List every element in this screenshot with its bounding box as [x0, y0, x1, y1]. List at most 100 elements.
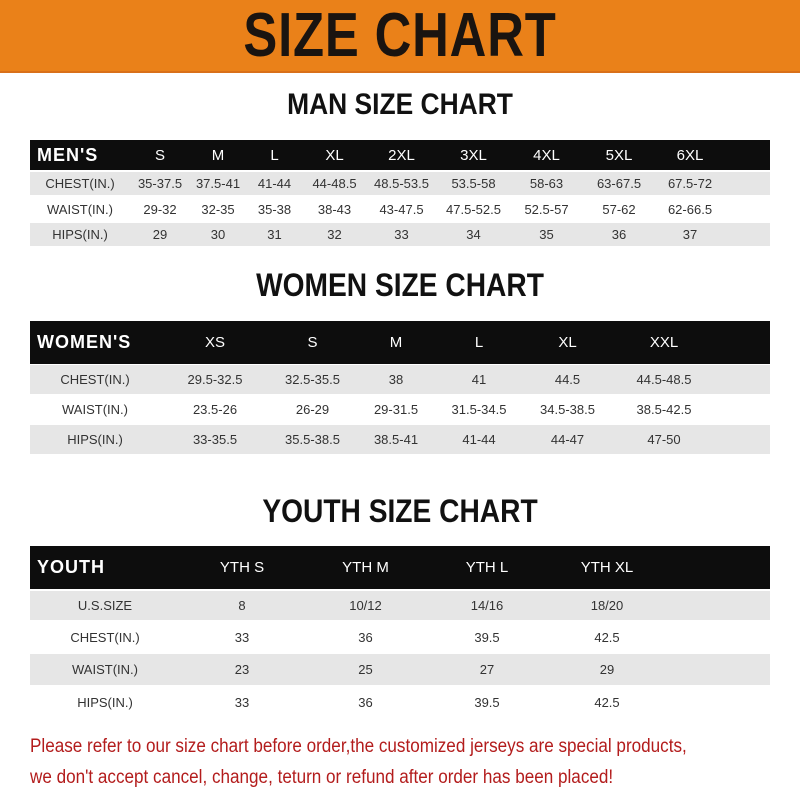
cell-value: 39.5	[474, 629, 500, 645]
cell-value: 47.5-52.5	[446, 201, 501, 217]
women-size-table: WOMEN'S XS S M L XL XXL CHEST(IN.) 29.5-32.5 32.5…	[30, 321, 770, 454]
cell-value: 41-44	[257, 176, 292, 191]
size-header: 2XL	[388, 146, 415, 164]
table-row: CHEST(IN.) 33 36 39.5 42.5	[30, 622, 770, 652]
cell-value: 38-43	[317, 201, 352, 217]
cell-value: 41-44	[462, 432, 496, 447]
cell-value: 52.5-57	[524, 201, 569, 217]
row-label: HIPS(IN.)	[67, 432, 123, 447]
footer-line-2: we don't accept cancel, change, teturn o…	[30, 767, 614, 788]
cell-value: 23.5-26	[192, 402, 238, 417]
cell-value: 33-35.5	[192, 432, 238, 447]
row-label: WAIST(IN.)	[72, 662, 138, 677]
cell-value: 42.5	[594, 629, 620, 645]
header-label: MEN'S	[37, 144, 99, 165]
size-header: L	[474, 334, 484, 351]
cell-value: 37.5-41	[195, 176, 241, 191]
cell-value: 42.5	[594, 695, 620, 710]
cell-value: 29.5-32.5	[187, 372, 243, 387]
cell-value: 25	[358, 662, 373, 677]
cell-value: 31.5-34.5	[451, 402, 507, 417]
women-title: WOMEN SIZE CHART	[256, 267, 544, 303]
cell-value: 32	[327, 227, 342, 242]
row-label: U.S.SIZE	[77, 598, 133, 613]
cell-value: 53.5-58	[451, 176, 496, 191]
banner: SIZE CHART	[0, 0, 800, 73]
cell-value: 57-62	[602, 201, 636, 217]
cell-value: 44-47	[550, 432, 585, 447]
size-header: YTH XL	[580, 559, 634, 576]
cell-value: 33	[234, 695, 250, 710]
cell-value: 23	[234, 662, 250, 677]
cell-value: 14/16	[470, 598, 504, 613]
row-label: CHEST(IN.)	[45, 176, 115, 191]
cell-value: 48.5-53.5	[374, 176, 429, 191]
cell-value: 39.5	[474, 695, 500, 710]
cell-value: 29-31.5	[373, 402, 419, 417]
cell-value: 35-38	[257, 201, 292, 217]
youth-size-table: YOUTH YTH S YTH M YTH L YTH XL U.S.SIZE 8 10/12…	[30, 546, 770, 718]
size-header: L	[270, 146, 279, 164]
cell-value: 29-32	[143, 201, 177, 217]
cell-value: 35-37.5	[137, 176, 183, 191]
size-header: YTH S	[219, 559, 265, 576]
cell-value: 38.5-41	[373, 432, 419, 447]
cell-value: 36	[358, 695, 373, 710]
youth-title: YOUTH SIZE CHART	[262, 493, 538, 529]
row-label: HIPS(IN.)	[77, 695, 133, 710]
row-label: HIPS(IN.)	[52, 227, 108, 242]
cell-value: 44-48.5	[312, 176, 357, 191]
cell-value: 29	[599, 662, 615, 677]
size-header: 6XL	[676, 146, 704, 164]
cell-value: 38	[388, 372, 404, 387]
banner-title: SIZE CHART	[243, 0, 557, 70]
size-header: XS	[204, 334, 225, 351]
cell-value: 33	[234, 629, 250, 645]
cell-value: 58-63	[529, 176, 564, 191]
row-label: WAIST(IN.)	[47, 201, 113, 217]
table-row: WAIST(IN.) 23.5-26 26-29 29-31.5 31.5-34.5 34…	[30, 395, 770, 424]
footer-notice: Please refer to our size chart before or…	[30, 731, 714, 793]
table-row: HIPS(IN.) 33 36 39.5 42.5	[30, 687, 770, 718]
cell-value: 33	[394, 227, 409, 242]
size-header: YTH M	[342, 559, 389, 576]
size-header: 4XL	[533, 146, 560, 164]
cell-value: 32.5-35.5	[285, 372, 340, 387]
table-row: U.S.SIZE 8 10/12 14/16 18/20	[30, 591, 770, 620]
cell-value: 35.5-38.5	[285, 432, 340, 447]
cell-value: 31	[267, 227, 282, 242]
cell-value: 34	[466, 227, 481, 242]
cell-value: 38.5-42.5	[636, 402, 692, 417]
cell-value: 32-35	[201, 201, 235, 217]
cell-value: 43-47.5	[379, 201, 424, 217]
row-label: CHEST(IN.)	[60, 372, 130, 387]
cell-value: 30	[210, 227, 226, 242]
cell-value: 36	[358, 629, 373, 645]
cell-value: 34.5-38.5	[540, 402, 595, 417]
size-header: M	[211, 146, 225, 164]
cell-value: 10/12	[349, 598, 382, 613]
cell-value: 44.5-48.5	[636, 372, 692, 387]
men-title: MAN SIZE CHART	[287, 88, 513, 121]
row-label: CHEST(IN.)	[70, 629, 140, 645]
table-row: CHEST(IN.) 29.5-32.5 32.5-35.5 38 41 44.5 44.5…	[30, 365, 770, 394]
men-size-table: MEN'S S M L XL 2XL 3XL 4XL 5XL 6XL CHEST(IN.) 35-37…	[30, 140, 770, 246]
size-header: S	[307, 334, 318, 351]
cell-value: 36	[611, 227, 627, 242]
size-header: 5XL	[605, 146, 633, 164]
cell-value: 27	[479, 662, 495, 677]
size-header: XL	[558, 334, 577, 351]
cell-value: 41	[471, 372, 487, 387]
footer-line-1: Please refer to our size chart before or…	[30, 736, 687, 757]
table-row: WAIST(IN.) 29-32 32-35 35-38 38-43 43-47.5 47.…	[30, 197, 770, 221]
cell-value: 63-67.5	[596, 176, 642, 191]
size-header: 3XL	[460, 146, 487, 164]
header-label: YOUTH	[37, 557, 105, 577]
cell-value: 18/20	[590, 598, 624, 613]
cell-value: 44.5	[554, 372, 581, 387]
header-label: WOMEN'S	[37, 332, 132, 352]
cell-value: 26-29	[295, 402, 330, 417]
size-header: S	[154, 146, 165, 164]
youth-header-row: YOUTH YTH S YTH M YTH L YTH XL	[30, 546, 770, 589]
size-header: YTH L	[465, 559, 509, 576]
